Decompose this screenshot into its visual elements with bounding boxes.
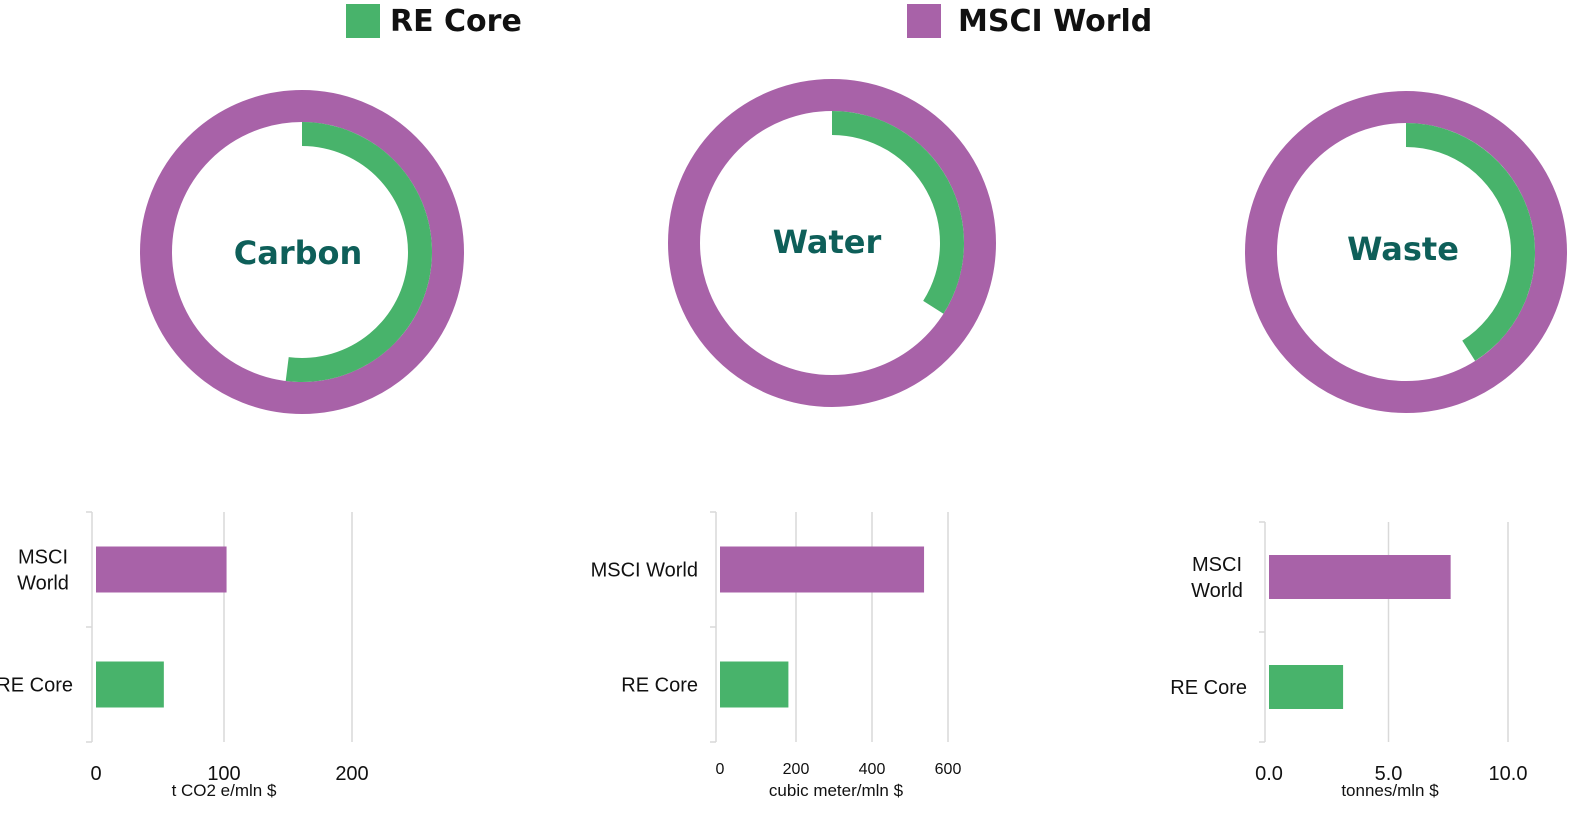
donut-water-re-core-arc xyxy=(832,111,964,314)
category-label-water-msci-world-0: MSCI World xyxy=(591,560,698,582)
donut-waste-re-core-arc xyxy=(1406,123,1535,361)
donut-water-msci-world-ring xyxy=(668,79,996,407)
tick-label-water-3: 600 xyxy=(935,761,962,778)
bar-carbon-re-core xyxy=(96,661,164,708)
category-label-waste-msci-world-0: MSCI xyxy=(1192,554,1242,576)
tick-label-waste-0: 0.0 xyxy=(1255,763,1283,785)
category-label-carbon-re-core-0: RE Core xyxy=(0,675,73,697)
tick-label-water-1: 200 xyxy=(783,761,810,778)
bar-carbon-msci-world xyxy=(96,546,227,593)
bar-chart-waste: MSCI World RE Core 0.0 5.0 10.0 tonnes/mln $ xyxy=(1170,521,1528,800)
donut-carbon-label: Carbon xyxy=(234,234,363,272)
bar-waste-msci-world xyxy=(1269,555,1451,599)
bar-water-re-core xyxy=(720,661,789,708)
category-label-carbon-msci-world-0: MSCI xyxy=(18,547,68,569)
category-label-carbon-msci-world-1: World xyxy=(17,573,69,595)
tick-label-carbon-0: 0 xyxy=(90,763,101,785)
legend: RE Core MSCI World xyxy=(346,4,1152,39)
donut-carbon-re-core-arc xyxy=(285,122,432,382)
bar-waste-re-core xyxy=(1269,665,1344,709)
bar-water-msci-world xyxy=(720,546,925,593)
tick-label-waste-1: 5.0 xyxy=(1375,763,1403,785)
axis-label-carbon: t CO2 e/mln $ xyxy=(172,781,277,800)
tick-label-carbon-2: 200 xyxy=(335,763,368,785)
bar-chart-water: MSCI World RE Core 0 200 400 600 cubic meter/m… xyxy=(591,511,962,800)
donut-waste-label: Waste xyxy=(1347,230,1459,268)
category-label-waste-msci-world-1: World xyxy=(1191,580,1243,602)
donut-chart-carbon: Carbon xyxy=(140,90,464,414)
donut-chart-waste: Waste xyxy=(1245,91,1567,413)
donut-chart-water: Water xyxy=(668,79,996,407)
category-label-waste-re-core-0: RE Core xyxy=(1170,677,1247,699)
donut-water-label: Water xyxy=(773,223,882,261)
category-label-water-re-core-0: RE Core xyxy=(621,675,698,697)
legend-label-re-core: RE Core xyxy=(390,4,522,39)
axis-label-waste: tonnes/mln $ xyxy=(1341,781,1439,800)
tick-label-water-2: 400 xyxy=(859,761,886,778)
axis-label-water: cubic meter/mln $ xyxy=(769,781,904,800)
donut-waste-msci-world-ring xyxy=(1245,91,1567,413)
bar-chart-carbon: MSCI World RE Core 0 100 200 t CO2 e/mln $ xyxy=(0,511,369,800)
tick-label-carbon-1: 100 xyxy=(207,763,240,785)
legend-label-msci-world: MSCI World xyxy=(958,4,1152,39)
tick-label-water-0: 0 xyxy=(716,761,725,778)
tick-label-waste-2: 10.0 xyxy=(1489,763,1528,785)
legend-swatch-msci-world xyxy=(907,4,941,38)
legend-swatch-re-core xyxy=(346,4,380,38)
donut-carbon-msci-world-ring xyxy=(140,90,464,414)
